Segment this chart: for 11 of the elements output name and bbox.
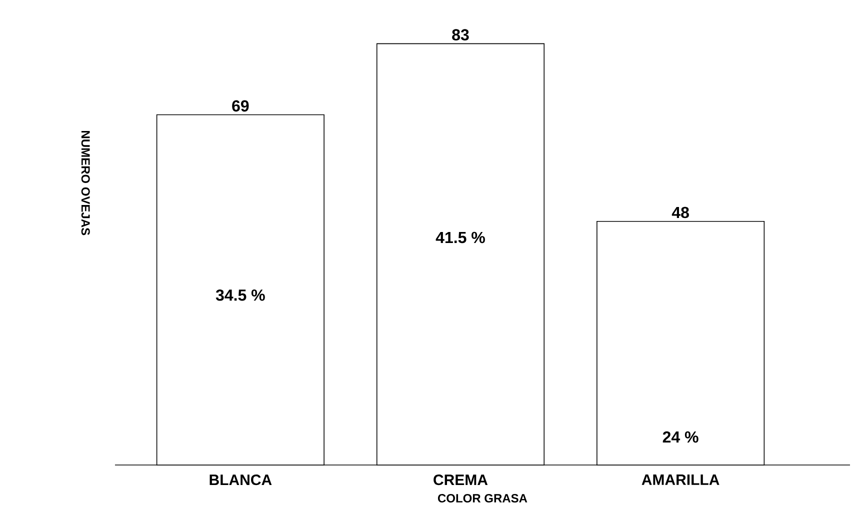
x-axis-title: COLOR GRASA <box>438 494 528 503</box>
x-tick-label: AMARILLA <box>642 474 720 485</box>
x-tick-label: CREMA <box>434 474 488 486</box>
annotation: 34.5 % <box>216 289 265 301</box>
annotation: 41.5 % <box>436 232 485 244</box>
annotation: 24 % <box>662 431 698 443</box>
data-label: 69 <box>232 100 249 112</box>
x-tick-label: BLANCA <box>210 474 272 486</box>
y-axis-title: NUMERO OVEJAS <box>81 131 90 236</box>
data-label: 48 <box>672 206 689 218</box>
data-label: 83 <box>452 29 469 40</box>
